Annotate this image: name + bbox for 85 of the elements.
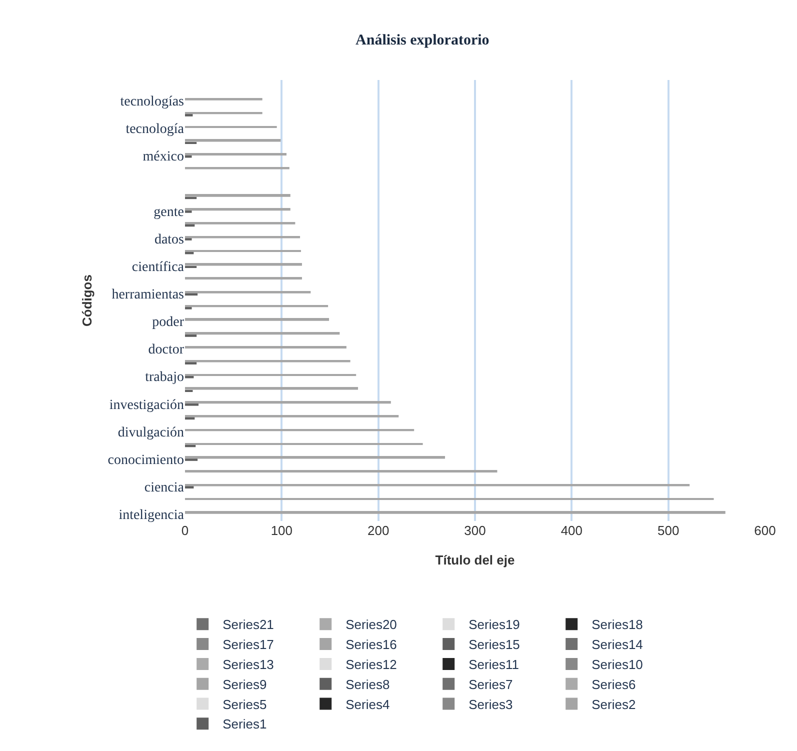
bar (185, 401, 391, 404)
bar (185, 236, 300, 238)
x-tick-label: 600 (754, 523, 776, 538)
legend-label: Series19 (468, 617, 520, 632)
bar (185, 484, 690, 486)
bar (185, 374, 356, 376)
bar (185, 332, 340, 335)
bar (185, 511, 726, 514)
legend-label: Series4 (346, 696, 390, 712)
y-tick-label: inteligencia (118, 508, 185, 524)
bar (185, 307, 192, 310)
legend-label: Series3 (468, 696, 513, 712)
bar (185, 139, 281, 142)
y-tick-label: tecnologías (120, 94, 184, 110)
legend-label: Series2 (592, 696, 636, 712)
y-tick-label: méxico (142, 150, 184, 165)
y-tick-label: poder (152, 315, 184, 330)
y-tick-label: datos (154, 232, 184, 248)
bar (185, 210, 192, 213)
legend-label: Series12 (346, 657, 397, 672)
bar (185, 390, 193, 392)
legend-label: Series1 (222, 716, 267, 732)
bar (185, 194, 290, 197)
bar (185, 443, 423, 445)
legend-label: Series20 (346, 617, 397, 632)
bar (185, 470, 498, 472)
y-tick-label: herramientas (112, 288, 184, 303)
y-tick-label: trabajo (145, 370, 184, 386)
bar (185, 197, 197, 200)
x-axis-title: Título del eje (435, 552, 515, 568)
x-tick-label: 400 (560, 523, 583, 538)
legend-label: Series5 (222, 696, 267, 712)
bar (185, 277, 302, 280)
bar (185, 98, 262, 100)
x-tick-label: 100 (270, 523, 293, 538)
bar (185, 112, 262, 114)
bar (185, 429, 414, 432)
x-tick-label: 300 (464, 523, 486, 538)
bar (185, 222, 296, 224)
bar (185, 142, 197, 144)
y-tick-label: doctor (148, 342, 184, 358)
legend-label: Series10 (592, 657, 643, 672)
y-tick-label: científica (132, 260, 185, 275)
legend-label: Series18 (592, 617, 643, 632)
legend-label: Series7 (468, 676, 513, 692)
bar (185, 266, 197, 268)
y-tick-label: conocimiento (108, 452, 184, 468)
y-tick-label: tecnología (126, 122, 185, 138)
bar (185, 387, 358, 390)
legend-label: Series13 (222, 657, 274, 672)
bar (185, 445, 196, 448)
y-axis-title: Códigos (80, 274, 95, 326)
bar (185, 456, 446, 459)
legend-label: Series11 (468, 657, 519, 672)
bar (185, 153, 286, 156)
bar (185, 318, 330, 321)
legend-label: Series17 (222, 637, 274, 652)
bar (185, 346, 346, 348)
bar (185, 291, 311, 294)
bar (185, 250, 301, 252)
y-tick-label: divulgación (118, 425, 184, 440)
legend-label: Series6 (592, 676, 636, 692)
chart-title: Análisis exploratorio (356, 32, 490, 48)
legend-label: Series14 (592, 637, 643, 652)
legend-label: Series16 (346, 637, 397, 652)
y-tick-label: gente (154, 204, 184, 220)
x-tick-label: 0 (181, 523, 189, 538)
legend-label: Series8 (346, 676, 390, 692)
x-tick-label: 500 (657, 523, 680, 538)
legend-label: Series15 (468, 637, 520, 652)
bar (185, 305, 328, 308)
bar (185, 208, 290, 211)
bar (185, 114, 193, 116)
bar (185, 238, 192, 240)
x-tick-label: 200 (367, 523, 390, 538)
legend-label: Series9 (222, 676, 267, 692)
legend-label: Series21 (222, 617, 274, 632)
bar (185, 362, 197, 364)
y-tick-label: ciencia (144, 480, 185, 496)
bar (185, 167, 290, 170)
y-tick-label: investigación (109, 398, 184, 413)
bar (185, 415, 399, 418)
bar (185, 498, 714, 500)
bar (185, 126, 277, 128)
bar (185, 263, 302, 266)
